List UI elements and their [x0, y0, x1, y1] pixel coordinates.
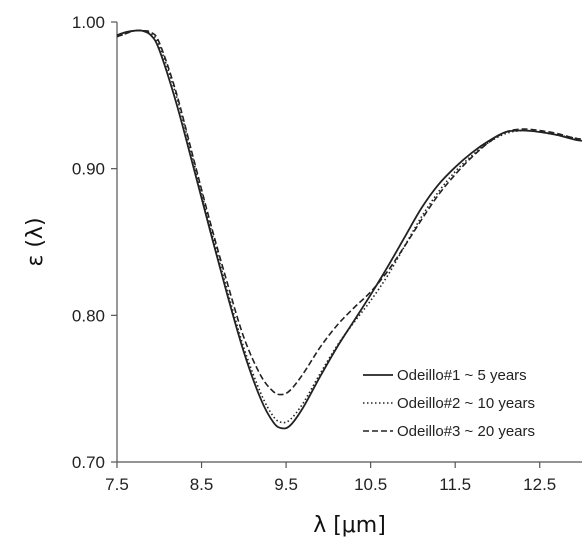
- x-tick-label: 10.5: [354, 475, 387, 494]
- y-tick-label: 0.80: [72, 306, 105, 325]
- y-axis-title: ε (λ): [23, 217, 48, 266]
- x-tick-label: 9.5: [274, 475, 298, 494]
- y-tick-label: 1.00: [72, 13, 105, 32]
- y-tick-label: 0.70: [72, 453, 105, 472]
- series-layer: [116, 29, 582, 430]
- legend-label-1: Odeillo#1 ~ 5 years: [397, 367, 527, 384]
- x-axis-title: λ [μm]: [313, 513, 386, 538]
- legend-label-3: Odeillo#3 ~ 20 years: [397, 423, 535, 440]
- axes: [116, 22, 582, 463]
- x-tick-label: 11.5: [439, 475, 471, 494]
- legend-label-2: Odeillo#2 ~ 10 years: [397, 395, 535, 412]
- y-tick-label: 0.90: [72, 160, 105, 179]
- series-line-2: [116, 29, 582, 424]
- series-line-3: [116, 29, 582, 396]
- x-tick-label: 12.5: [523, 475, 556, 494]
- x-tick-label: 8.5: [190, 475, 214, 494]
- legend: Odeillo#1 ~ 5 years Odeillo#2 ~ 10 years O…: [363, 367, 535, 440]
- tick-layer: 7.5 8.5 9.5 10.5 11.5 12.5 0.70 0.80 0.90 1.00: [72, 13, 556, 494]
- x-tick-label: 7.5: [105, 475, 129, 494]
